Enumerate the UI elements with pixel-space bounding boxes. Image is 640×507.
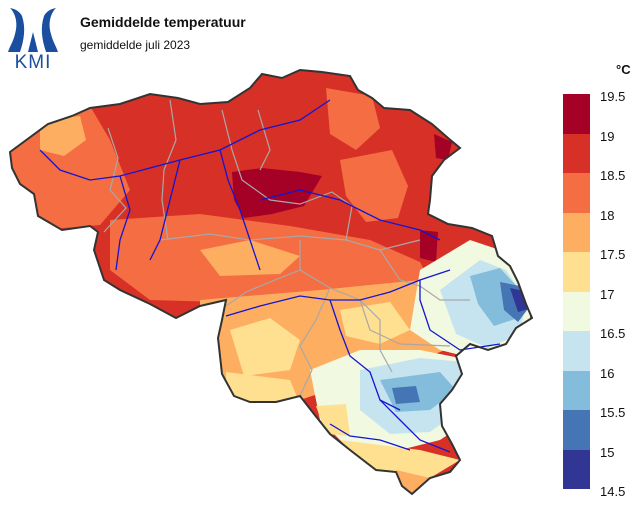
legend-swatch	[563, 449, 590, 489]
legend-tick-label: 17	[600, 286, 615, 302]
legend-tick-label: 16.5	[600, 326, 626, 341]
temperature-map	[9, 69, 533, 495]
legend-swatch	[563, 94, 590, 134]
legend-swatch	[563, 291, 590, 331]
legend-tick-label: 14.5	[600, 484, 626, 499]
kmi-logo	[6, 6, 60, 72]
legend-swatch	[563, 410, 590, 450]
legend-tick-label: 15.5	[600, 405, 626, 420]
legend-swatch	[563, 133, 590, 173]
legend-swatch	[563, 173, 590, 213]
legend-swatch	[563, 212, 590, 252]
map-title: Gemiddelde temperatuur	[80, 14, 246, 30]
legend-tick-label: 18	[600, 207, 615, 223]
color-legend	[563, 94, 590, 489]
logo-text: KMI	[14, 52, 52, 73]
legend-tick-label: 19.5	[600, 89, 626, 104]
legend-swatch	[563, 252, 590, 292]
legend-tick-label: 16	[600, 365, 615, 381]
legend-tick-label: 15	[600, 444, 615, 460]
legend-tick-label: 18.5	[600, 168, 626, 183]
rivers	[39, 99, 501, 453]
legend-tick-label: 19	[600, 128, 615, 144]
legend-tick-label: 17.5	[600, 247, 626, 262]
legend-swatch	[563, 370, 590, 410]
legend-unit: °C	[616, 62, 631, 77]
legend-swatch	[563, 331, 590, 371]
map-subtitle: gemiddelde juli 2023	[80, 38, 191, 52]
